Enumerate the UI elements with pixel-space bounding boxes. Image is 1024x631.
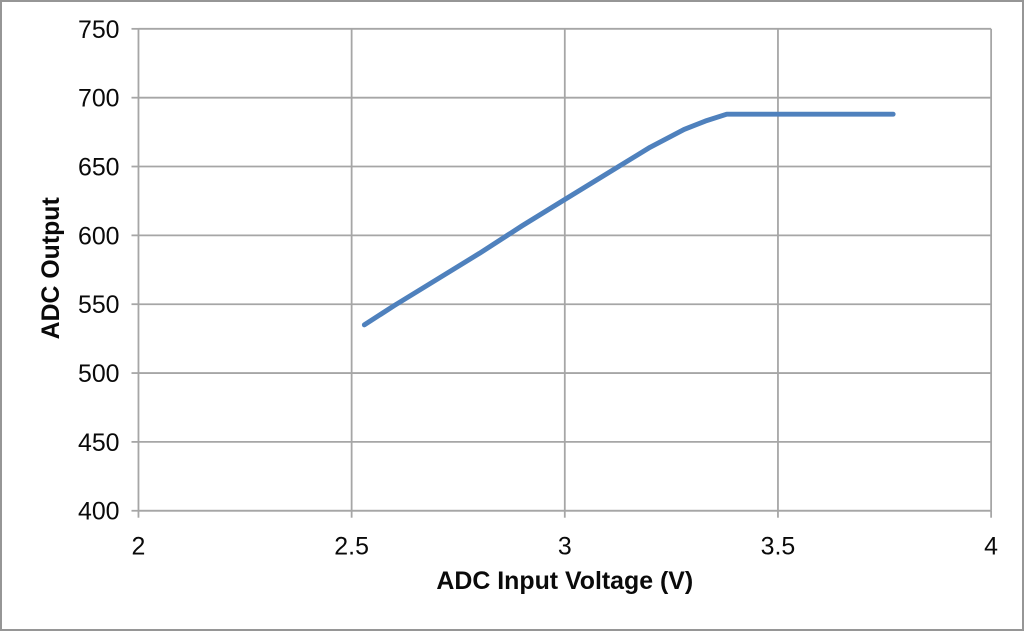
y-axis-title: ADC Output: [37, 197, 65, 339]
x-tick-label: 3: [558, 533, 572, 561]
x-tick-label: 4: [984, 533, 998, 561]
x-tick-label: 2: [132, 533, 146, 561]
x-axis-title: ADC Input Voltage (V): [436, 567, 693, 595]
y-tick-label: 650: [78, 153, 120, 181]
y-tick-label: 750: [78, 16, 120, 44]
x-tick-label: 3.5: [761, 533, 796, 561]
x-tick-label: 2.5: [334, 533, 369, 561]
tick-labels: 400 450 500 550 600 650 700 750 2 2.5 3 3.5 4: [78, 16, 998, 561]
gridlines: [138, 27, 993, 512]
y-tick-label: 500: [78, 360, 120, 388]
tick-marks: [131, 27, 993, 518]
y-tick-label: 550: [78, 291, 120, 319]
y-tick-label: 700: [78, 85, 120, 113]
y-tick-label: 600: [78, 222, 120, 250]
y-tick-label: 400: [78, 498, 120, 526]
y-tick-label: 450: [78, 429, 120, 457]
data-series-line: [361, 111, 896, 328]
